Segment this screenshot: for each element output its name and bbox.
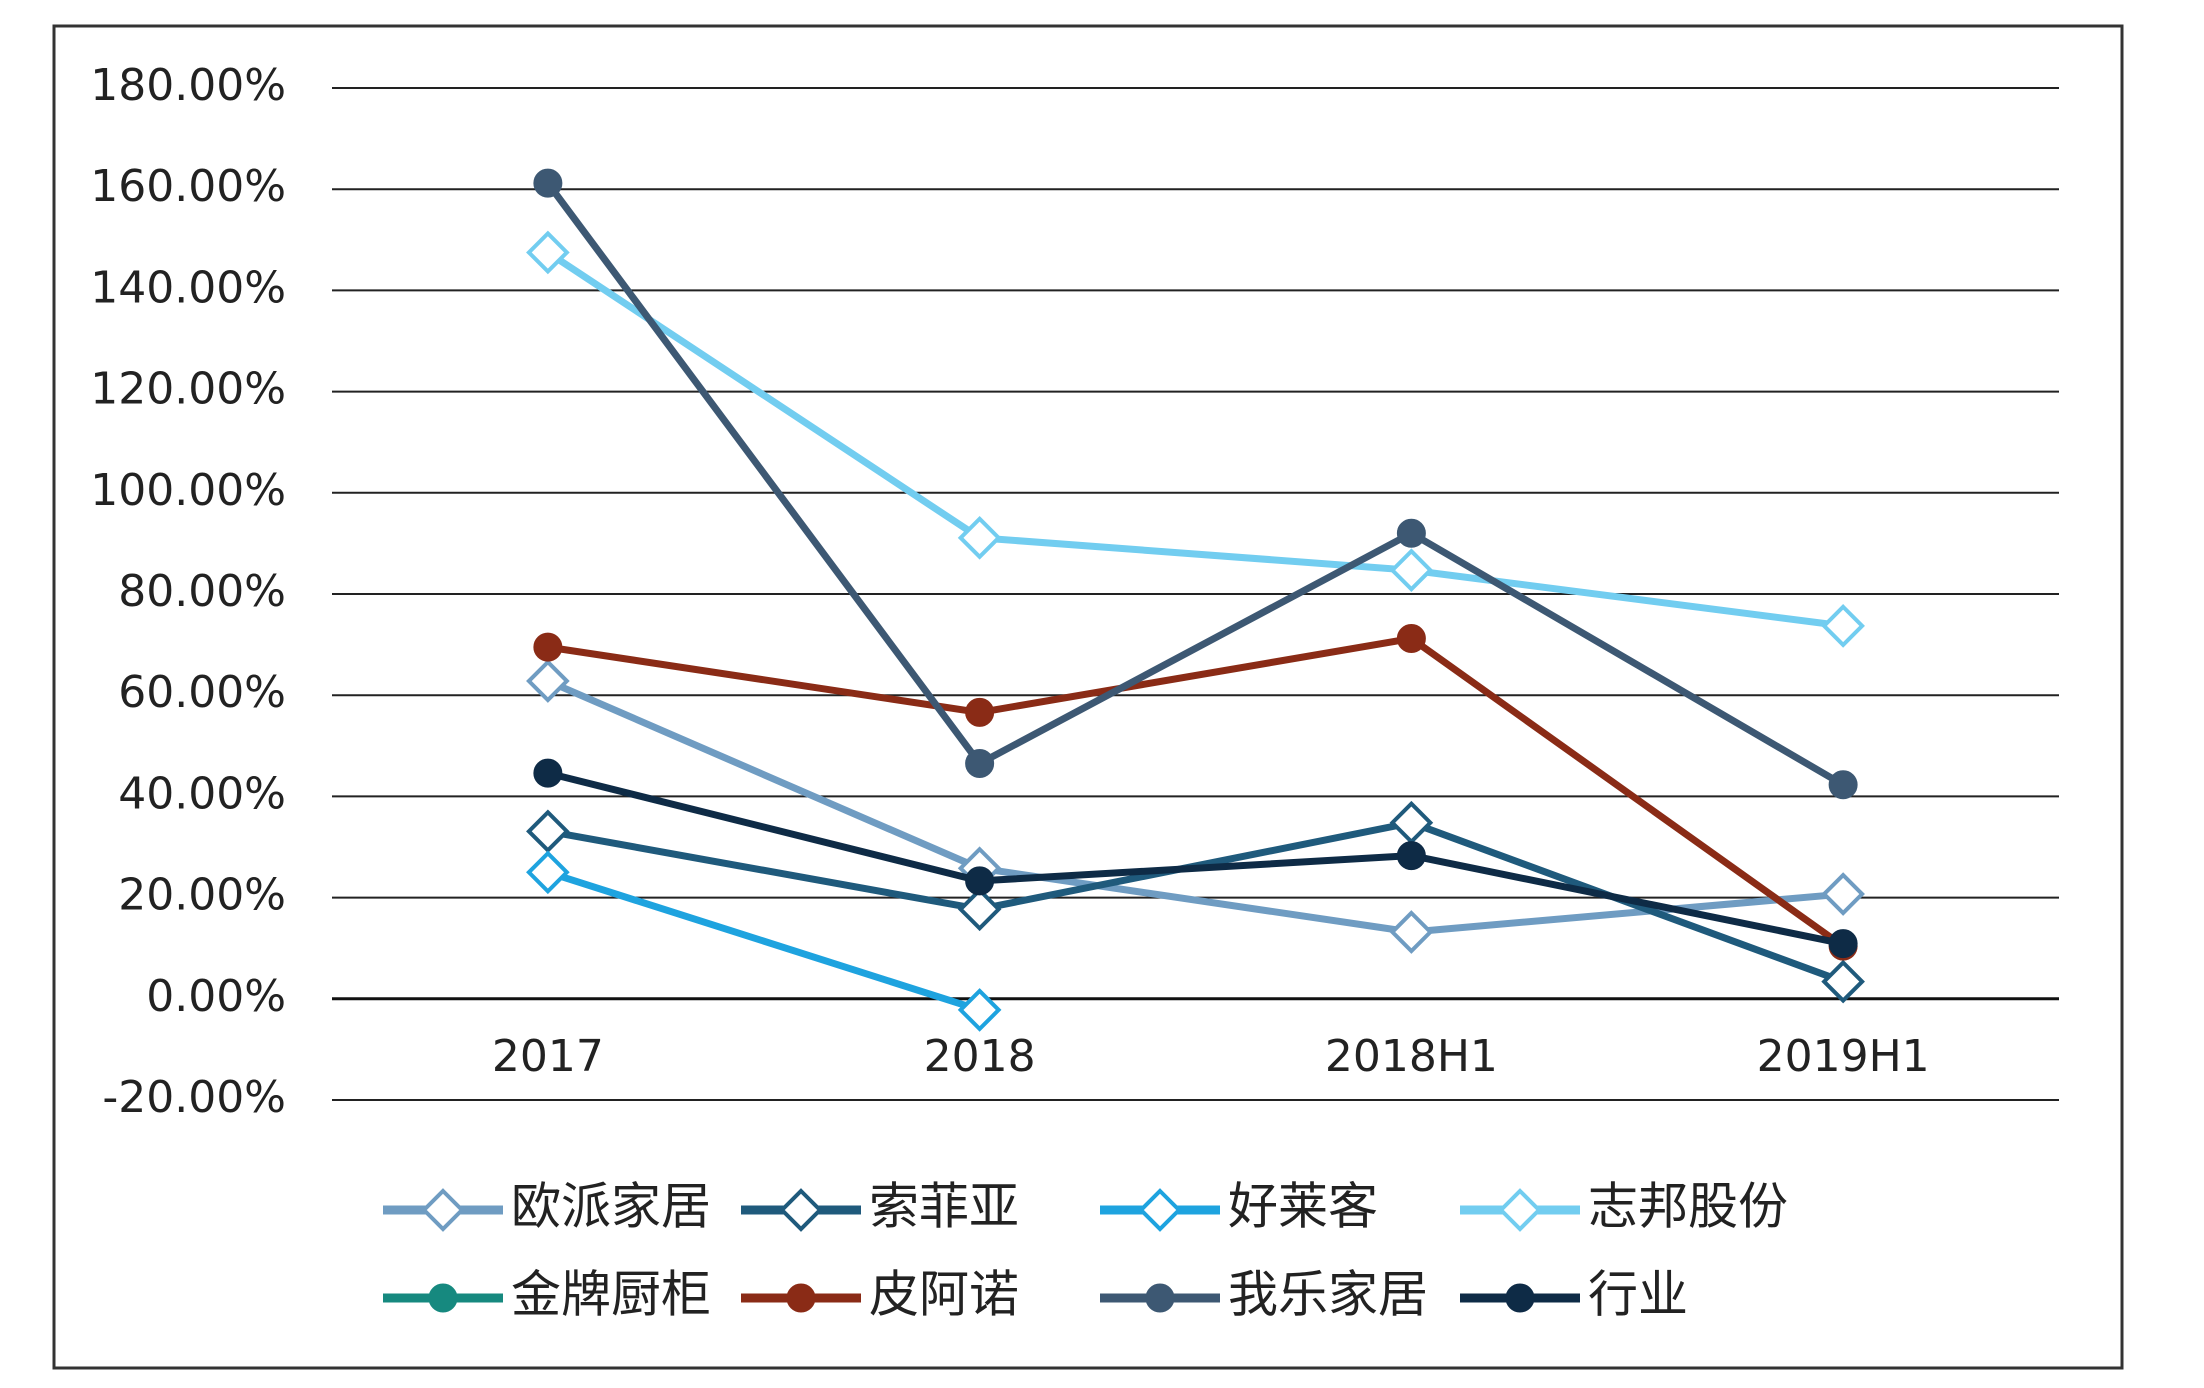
legend-label: 志邦股份 <box>1588 1178 1788 1236</box>
data-point <box>1389 548 1434 593</box>
data-point <box>965 749 995 779</box>
legend-label: 行业 <box>1588 1266 1688 1324</box>
data-point <box>957 887 1002 932</box>
data-point <box>1828 770 1858 800</box>
y-tick-label: 180.00% <box>90 60 286 111</box>
data-point <box>957 988 1002 1032</box>
data-point <box>1396 518 1426 548</box>
series-line <box>547 635 1846 950</box>
data-point <box>526 809 570 854</box>
data-point <box>1396 841 1426 871</box>
y-tick-label: 100.00% <box>90 465 286 516</box>
legend-marker <box>1138 1188 1182 1232</box>
y-tick-label: 160.00% <box>90 161 286 212</box>
data-point <box>533 758 563 788</box>
legend-marker <box>428 1283 458 1313</box>
legend-label: 欧派家居 <box>511 1178 711 1236</box>
data-point <box>1821 872 1865 916</box>
legend-marker <box>1145 1283 1175 1313</box>
y-tick-label: 80.00% <box>118 566 286 617</box>
data-point <box>965 697 995 727</box>
y-tick-label: 120.00% <box>90 364 286 415</box>
y-tick-label: 40.00% <box>118 768 286 819</box>
y-tick-label: 140.00% <box>90 262 286 313</box>
x-tick-label: 2018 <box>924 1031 1036 1082</box>
data-point <box>526 230 570 275</box>
legend-label: 索菲亚 <box>869 1178 1019 1236</box>
data-point <box>526 850 570 895</box>
y-tick-label: -20.00% <box>102 1072 286 1123</box>
legend-marker <box>1505 1283 1535 1313</box>
legend-label: 好莱客 <box>1228 1178 1378 1236</box>
data-point <box>533 632 563 662</box>
legend-marker <box>421 1188 465 1232</box>
data-point <box>1396 624 1426 654</box>
legend-label: 金牌厨柜 <box>511 1266 711 1324</box>
series-line <box>547 769 1844 948</box>
y-tick-label: 20.00% <box>118 870 286 921</box>
series-line <box>545 249 1844 630</box>
x-tick-label: 2017 <box>492 1031 604 1082</box>
y-tick-label: 60.00% <box>118 667 286 718</box>
data-point <box>1389 910 1434 954</box>
data-point <box>1821 604 1865 648</box>
x-tick-label: 2018H1 <box>1325 1031 1498 1082</box>
data-point <box>533 168 563 198</box>
data-point <box>957 516 1002 560</box>
legend-label: 我乐家居 <box>1228 1266 1428 1324</box>
series-line <box>545 181 1845 788</box>
series-line <box>546 677 1844 936</box>
data-point <box>1828 929 1858 959</box>
data-point <box>965 866 995 896</box>
legend-marker <box>786 1283 816 1313</box>
legend-marker <box>779 1188 823 1232</box>
legend-marker <box>1498 1188 1542 1232</box>
x-tick-label: 2019H1 <box>1757 1031 1930 1082</box>
data-point <box>526 659 570 703</box>
data-point <box>1821 959 1865 1004</box>
y-tick-label: 0.00% <box>146 971 286 1022</box>
legend-label: 皮阿诺 <box>869 1266 1019 1324</box>
series-line <box>546 868 981 1014</box>
